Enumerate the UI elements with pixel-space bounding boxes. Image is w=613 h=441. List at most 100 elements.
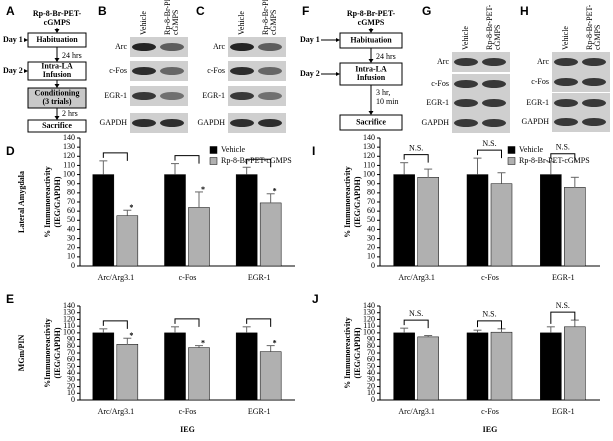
- x-tick-label: c-Fos: [481, 273, 499, 282]
- y-tick-label: 60: [367, 206, 375, 215]
- blot-band: [482, 58, 506, 66]
- blot-strip: [130, 86, 188, 106]
- y-tick-label: 10: [67, 388, 75, 397]
- arrow-head: [368, 29, 374, 33]
- y-tick-label: 100: [63, 328, 75, 337]
- bar: [466, 174, 489, 267]
- x-tick-label: EGR-1: [248, 407, 271, 416]
- y-tick-label: 130: [363, 308, 375, 317]
- significance-bracket: [477, 320, 502, 329]
- y-tick-label: 50: [67, 215, 75, 224]
- blot-band: [482, 99, 506, 107]
- protocol-step: Conditioning: [35, 89, 80, 98]
- x-tick-label: Arc/Arg3.1: [98, 273, 135, 282]
- y-tick-label: 60: [367, 355, 375, 364]
- bar: [417, 336, 439, 401]
- lane-label: Vehicle: [561, 26, 570, 50]
- panel-label: F: [302, 4, 309, 18]
- lane-label: Rp-8-Br-PET-: [163, 0, 172, 35]
- y-tick-label: 30: [367, 233, 375, 242]
- lane-label: Vehicle: [139, 11, 148, 35]
- lane-label: Rp-8-Br-PET-: [485, 4, 494, 50]
- y-tick-label: 0: [371, 261, 375, 270]
- blot-band: [582, 118, 606, 126]
- panel-label: D: [6, 144, 15, 158]
- bar: [235, 332, 258, 401]
- blot-band: [554, 78, 578, 86]
- lane-label: cGMPS: [593, 25, 602, 50]
- significance-mark: N.S.: [556, 143, 570, 152]
- bar: [259, 351, 282, 401]
- y-tick-label: 70: [367, 348, 375, 357]
- blot-band: [482, 119, 506, 127]
- y-axis-title: % Immunoreactivity: [43, 166, 52, 238]
- blot-band: [454, 80, 478, 88]
- protocol-step: Habituation: [350, 35, 392, 44]
- arrow-head: [368, 111, 374, 115]
- legend-label: Rp-8-Br-PET-cGMPS: [221, 156, 292, 165]
- significance-bracket: [403, 319, 429, 329]
- lane-label: cGMPS: [171, 10, 180, 35]
- blot-strip: [228, 113, 286, 133]
- blot-row-label: GAPDH: [421, 118, 449, 127]
- blot-strip: [452, 74, 510, 94]
- x-tick-label: EGR-1: [552, 273, 575, 282]
- blot-band: [554, 118, 578, 126]
- significance-mark: N.S.: [482, 139, 496, 148]
- arrow-head: [54, 29, 60, 33]
- lane-label: Rp-8-Br-PET-: [585, 4, 594, 50]
- bar: [164, 174, 186, 267]
- significance-bracket: [102, 320, 128, 329]
- legend-swatch: [507, 146, 516, 154]
- day-label: Day 1: [300, 35, 320, 44]
- bar: [92, 332, 115, 401]
- arrow-head: [54, 84, 60, 88]
- y-tick-label: 130: [63, 142, 75, 151]
- significance-bracket: [246, 318, 272, 327]
- y-tick-label: 130: [63, 308, 75, 317]
- blot-strip: [130, 113, 188, 133]
- y-axis-title: (IEG/GAPDH): [53, 327, 62, 378]
- y-tick-label: 50: [367, 361, 375, 370]
- blot-band: [582, 58, 606, 66]
- significance-bracket: [174, 155, 200, 164]
- blot-band: [230, 92, 254, 100]
- blot-band: [258, 43, 282, 51]
- y-tick-label: 20: [67, 243, 75, 252]
- y-tick-label: 80: [367, 341, 375, 350]
- y-tick-label: 40: [67, 368, 75, 377]
- arrow-head: [54, 58, 60, 62]
- y-tick-label: 90: [367, 179, 375, 188]
- blot-row-label: EGR-1: [202, 91, 225, 100]
- blot-band: [132, 119, 156, 127]
- y-axis-title: (IEG/GAPDH): [353, 327, 362, 378]
- legend-label: Vehicle: [519, 145, 543, 154]
- x-tick-label: EGR-1: [248, 273, 271, 282]
- blot-band: [582, 78, 606, 86]
- protocol-step: Intra-LA: [41, 62, 73, 71]
- y-tick-label: 120: [63, 151, 75, 160]
- arrow-head: [54, 116, 60, 120]
- blot-strip: [552, 52, 610, 72]
- y-tick-label: 0: [71, 261, 75, 270]
- x-tick-label: c-Fos: [481, 407, 499, 416]
- blot-band: [258, 67, 282, 75]
- blot-row-label: GAPDH: [197, 118, 225, 127]
- blot-strip: [130, 37, 188, 57]
- legend-swatch: [209, 146, 218, 154]
- protocol-step: Infusion: [357, 73, 386, 82]
- x-tick-label: Arc/Arg3.1: [98, 407, 135, 416]
- legend-swatch: [507, 157, 516, 165]
- y-tick-label: 70: [67, 348, 75, 357]
- y-tick-label: 100: [363, 328, 375, 337]
- panel-label: B: [98, 4, 107, 18]
- x-tick-label: c-Fos: [179, 407, 197, 416]
- arrow-head: [24, 38, 28, 42]
- bar: [188, 207, 210, 267]
- interval-label: 10 min: [376, 97, 398, 106]
- bar: [393, 174, 415, 267]
- y-tick-label: 0: [71, 395, 75, 404]
- panel-label: E: [6, 292, 14, 306]
- protocol-title: cGMPS: [44, 18, 71, 27]
